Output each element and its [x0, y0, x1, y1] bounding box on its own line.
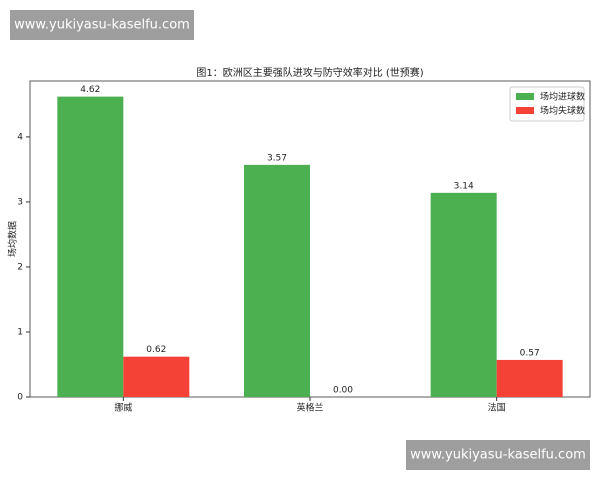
x-tick-label: 法国 — [488, 402, 506, 414]
y-axis-label: 场均数据 — [7, 221, 19, 257]
y-tick-label: 2 — [17, 262, 23, 272]
bar — [244, 164, 310, 397]
y-tick-label: 3 — [17, 197, 23, 207]
value-label: 3.14 — [454, 181, 474, 191]
chart-title: 图1：欧洲区主要强队进攻与防守效率对比 (世预赛) — [196, 66, 423, 79]
bar — [430, 192, 497, 397]
bar — [496, 359, 563, 397]
x-tick-label: 英格兰 — [296, 402, 323, 414]
legend-swatch — [516, 107, 534, 114]
legend-label: 场均失球数 — [540, 105, 585, 117]
y-tick-label: 0 — [17, 393, 23, 403]
bar — [57, 96, 124, 398]
x-tick-label: 挪威 — [114, 402, 132, 414]
watermark-box — [10, 10, 194, 40]
legend-swatch — [516, 93, 534, 100]
y-tick-label: 4 — [17, 132, 23, 142]
watermark: www.yukiyasu-kaselfu.com — [14, 18, 190, 33]
value-label: 0.57 — [520, 348, 540, 358]
y-tick-label: 1 — [17, 327, 23, 337]
watermark: www.yukiyasu-kaselfu.com — [410, 448, 586, 463]
value-label: 4.62 — [80, 85, 100, 95]
value-label: 3.57 — [267, 153, 287, 163]
watermark-box — [406, 440, 590, 470]
bar — [123, 356, 190, 397]
value-label: 0.62 — [146, 345, 166, 355]
value-label: 0.00 — [333, 386, 353, 396]
legend-label: 场均进球数 — [540, 91, 585, 103]
